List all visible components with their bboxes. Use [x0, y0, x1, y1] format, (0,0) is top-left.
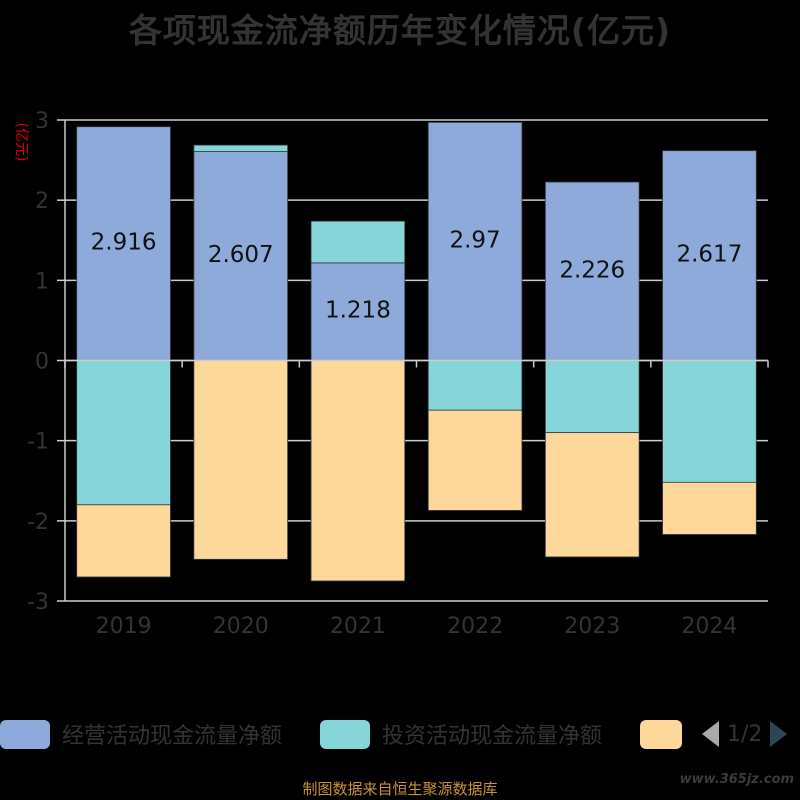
legend-prev-icon[interactable] [702, 721, 719, 747]
bar-operating [193, 151, 289, 361]
bar-investing [662, 360, 757, 483]
legend-swatch-operating [0, 719, 50, 749]
y-tick-label: -3 [27, 590, 49, 615]
bar-investing [193, 144, 289, 152]
source-note: 制图数据来自恒生聚源数据库 [302, 780, 498, 798]
legend-item-operating[interactable]: 经营活动现金流量净额 [0, 714, 282, 754]
y-tick-label: 2 [35, 189, 49, 214]
bar-investing [427, 360, 523, 411]
legend-page-text: 1/2 [727, 721, 763, 747]
y-tick-label: -2 [27, 510, 49, 535]
data-label: 2.617 [676, 242, 742, 268]
bar-operating [310, 262, 406, 361]
x-tick-label: 2024 [681, 614, 737, 639]
chart-title: 各项现金流净额历年变化情况(亿元) [128, 11, 672, 50]
x-tick-label: 2021 [330, 614, 386, 639]
y-tick-label: 1 [35, 269, 49, 294]
bar-financing [427, 409, 523, 511]
bar-investing [310, 220, 406, 264]
data-label: 2.97 [449, 227, 500, 253]
legend-label-operating: 经营活动现金流量净额 [62, 724, 283, 749]
data-label: 1.218 [325, 298, 391, 324]
legend-swatch-investing [320, 719, 370, 749]
y-tick-label: 0 [35, 350, 49, 375]
bar-investing [544, 360, 640, 434]
legend-pager: 1/2 [700, 716, 788, 752]
bar-operating [76, 126, 171, 361]
data-label: 2.226 [559, 257, 625, 283]
bar-financing [662, 481, 757, 535]
bar-financing [544, 432, 640, 558]
bar-operating [662, 150, 757, 361]
y-tick-label: -1 [27, 430, 49, 455]
data-label: 2.607 [208, 242, 274, 268]
bar-investing [76, 360, 171, 506]
legend-item-financing[interactable] [640, 714, 694, 754]
data-label: 2.916 [91, 230, 157, 256]
y-tick-label: 3 [35, 109, 49, 134]
legend-swatch-financing [640, 719, 682, 749]
bar-operating [544, 181, 640, 361]
bar-financing [76, 504, 171, 578]
legend: 经营活动现金流量净额 投资活动现金流量净额 [0, 714, 800, 754]
bar-financing [193, 360, 289, 560]
x-tick-label: 2020 [213, 614, 269, 639]
x-tick-label: 2019 [96, 614, 152, 639]
legend-item-investing[interactable]: 投资活动现金流量净额 [320, 714, 602, 754]
watermark: www.365jz.com [679, 772, 794, 787]
chart-plot: 3 2 1 0 -1 -2 -3 2.916 2019 2.607 2020 1.218 2021 2.9… [27, 109, 769, 639]
x-tick-label: 2023 [564, 614, 620, 639]
legend-label-investing: 投资活动现金流量净额 [382, 724, 603, 749]
x-tick-label: 2022 [447, 614, 503, 639]
legend-next-icon[interactable] [770, 721, 788, 747]
bar-financing [310, 360, 406, 582]
bar-operating [427, 122, 523, 361]
